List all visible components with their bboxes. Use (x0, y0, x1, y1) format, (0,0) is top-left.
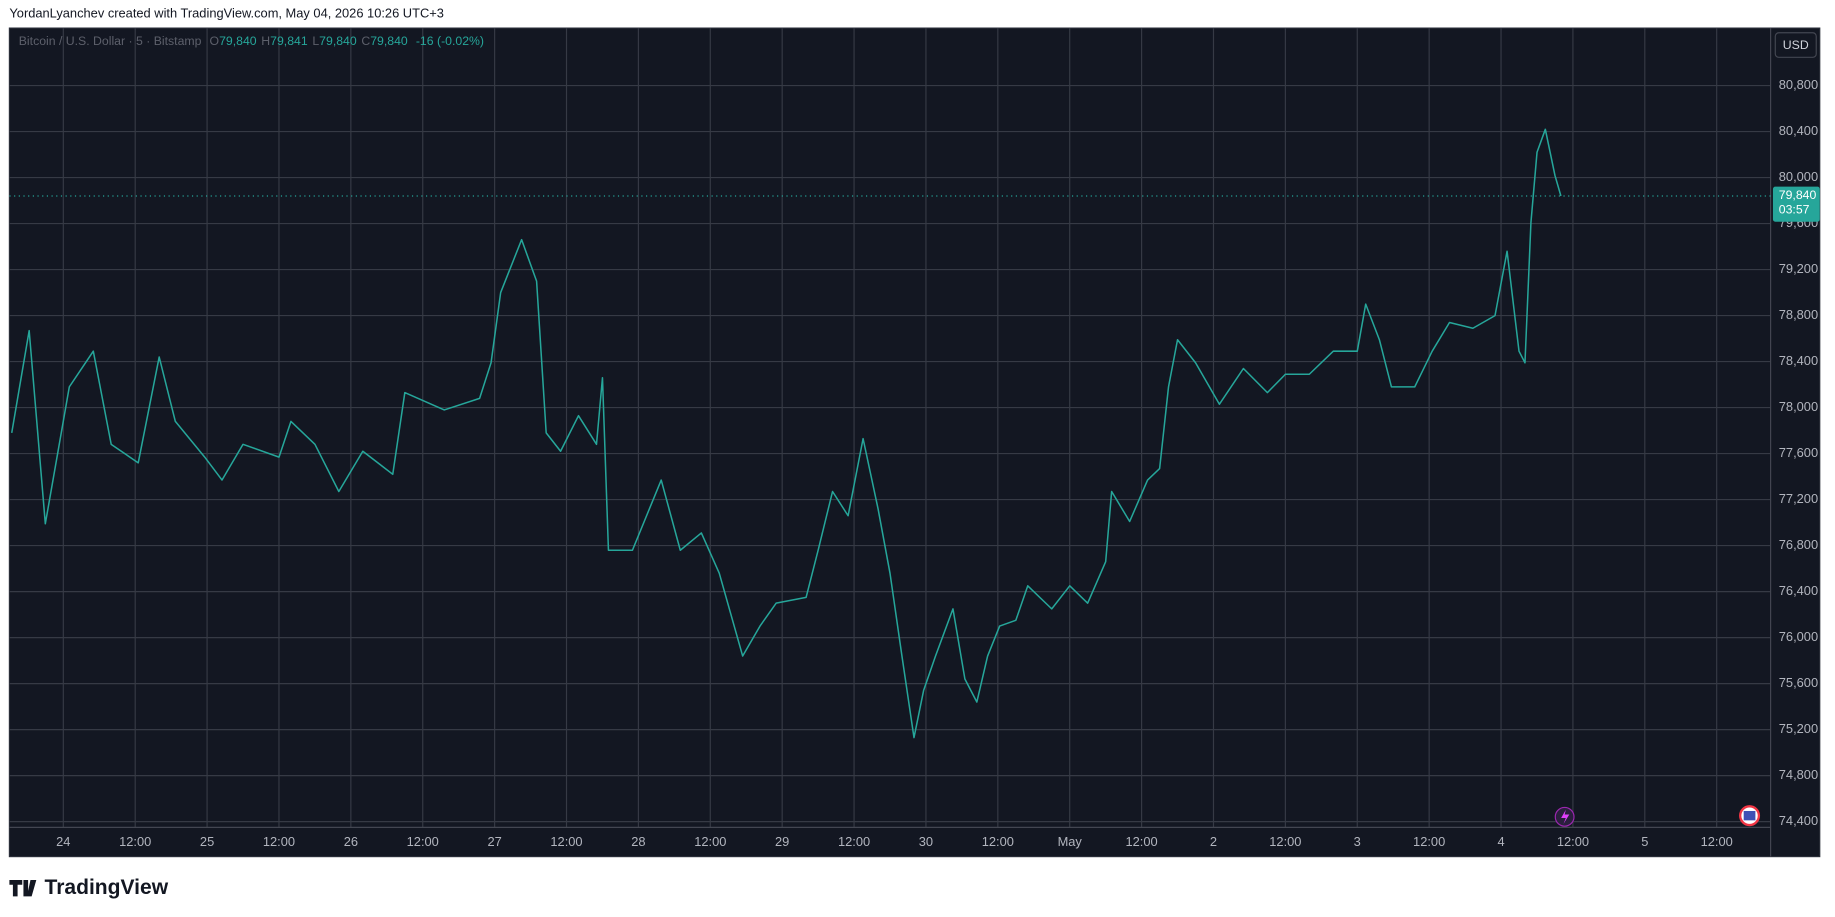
header-text: YordanLyanchev created with TradingView.… (9, 5, 444, 20)
flag-icon (1743, 810, 1756, 821)
x-tick-label: 24 (56, 834, 70, 849)
x-tick-label: 12:00 (263, 834, 295, 849)
x-tick-label: 12:00 (1413, 834, 1445, 849)
y-tick-label: 80,800 (1779, 77, 1818, 92)
axes: 74,400 74,800 75,200 75,600 76,000 76,400 76,8… (56, 77, 1820, 849)
x-tick-label: 26 (344, 834, 358, 849)
y-tick-label: 78,800 (1779, 307, 1818, 322)
brand-name: TradingView (45, 876, 169, 899)
legend-key: C (361, 34, 370, 48)
y-tick-label: 79,200 (1779, 261, 1818, 276)
brand-logo (9, 880, 37, 897)
legend-key: L (312, 34, 319, 48)
legend-value: 79,840 (319, 34, 357, 48)
legend-ohlc: O79,840 H79,841 L79,840 C79,840 (210, 34, 408, 48)
last-price-label: 79,840 (1779, 188, 1817, 202)
legend-key: H (261, 34, 270, 48)
x-tick-label: 12:00 (119, 834, 151, 849)
currency-label: USD (1783, 38, 1809, 52)
x-tick-label: 30 (919, 834, 933, 849)
y-tick-label: 76,000 (1779, 629, 1818, 644)
y-tick-label: 77,200 (1779, 491, 1818, 506)
x-tick-label: May (1058, 834, 1083, 849)
y-tick-label: 74,800 (1779, 767, 1818, 782)
legend-key: O (210, 34, 220, 48)
legend-change: -16 (-0.02%) (416, 34, 484, 48)
x-tick-label: 3 (1354, 834, 1361, 849)
x-tick-label: 12:00 (838, 834, 870, 849)
plot (9, 128, 1771, 739)
currency-button[interactable] (1774, 32, 1817, 58)
legend-symbol: Bitcoin / U.S. Dollar · 5 · Bitstamp (19, 34, 202, 48)
y-tick-label: 77,600 (1779, 445, 1818, 460)
y-tick-label: 80,400 (1779, 123, 1818, 138)
x-tick-label: 12:00 (550, 834, 582, 849)
legend: Bitcoin / U.S. Dollar · 5 · Bitstamp O79… (19, 34, 484, 48)
legend-value: 79,840 (370, 34, 408, 48)
x-tick-label: 25 (200, 834, 214, 849)
x-tick-label: 12:00 (407, 834, 439, 849)
x-tick-label: 12:00 (1701, 834, 1733, 849)
x-tick-label: 29 (775, 834, 789, 849)
chart-panel (8, 27, 1821, 858)
y-tick-label: 75,200 (1779, 721, 1818, 736)
lightning-icon (1561, 809, 1570, 824)
y-tick-label: 74,400 (1779, 813, 1818, 828)
x-tick-label: 2 (1210, 834, 1217, 849)
grid (9, 28, 1771, 828)
x-tick-label: 27 (487, 834, 501, 849)
x-tick-label: 12:00 (694, 834, 726, 849)
y-tick-label: 78,400 (1779, 353, 1818, 368)
x-tick-label: 28 (631, 834, 645, 849)
price-line (10, 128, 1562, 739)
x-tick-label: 12:00 (1269, 834, 1301, 849)
legend-value: 79,840 (219, 34, 257, 48)
x-tick-label: 4 (1497, 834, 1504, 849)
y-tick-label: 75,600 (1779, 675, 1818, 690)
x-tick-label: 12:00 (982, 834, 1014, 849)
legend-value: 79,841 (270, 34, 308, 48)
y-tick-label: 76,800 (1779, 537, 1818, 552)
x-tick-label: 5 (1641, 834, 1648, 849)
x-tick-label: 12:00 (1126, 834, 1158, 849)
y-tick-label: 76,400 (1779, 583, 1818, 598)
last-price-box (1772, 186, 1820, 222)
x-tick-label: 12:00 (1557, 834, 1589, 849)
countdown-label: 03:57 (1779, 202, 1810, 216)
y-tick-label: 78,000 (1779, 399, 1818, 414)
y-tick-label: 80,000 (1779, 169, 1818, 184)
